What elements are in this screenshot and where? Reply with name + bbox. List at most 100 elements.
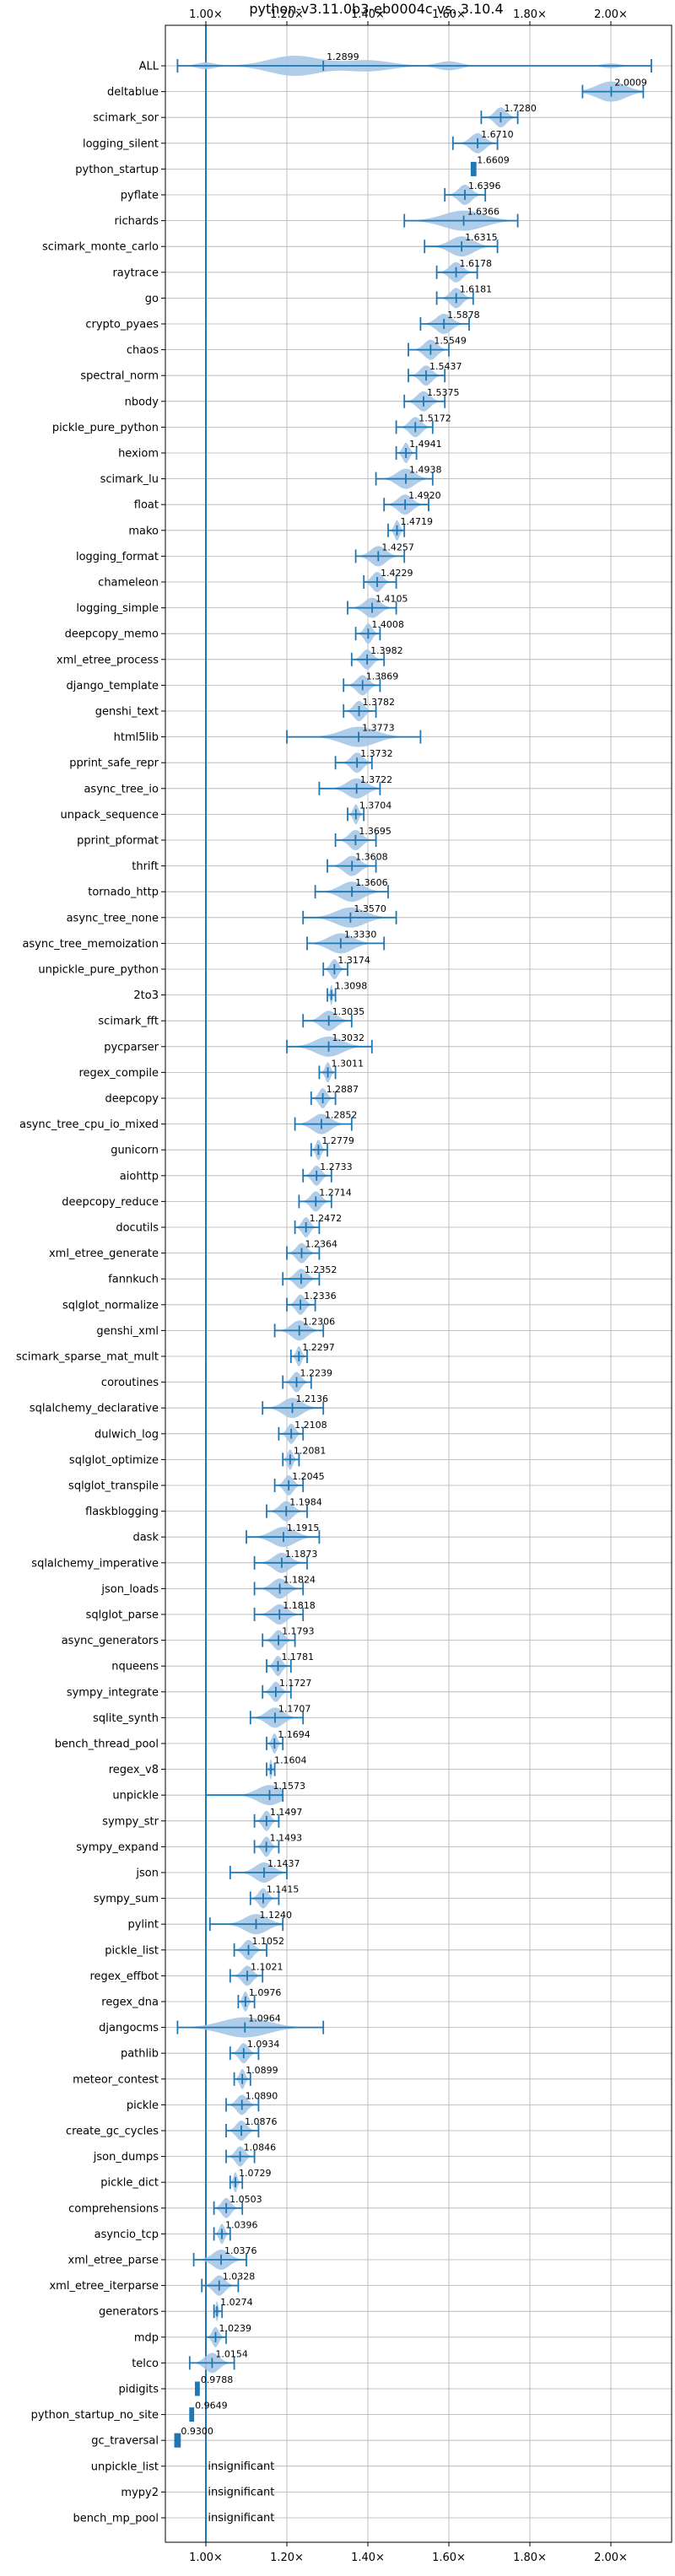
value-label: 1.1240 <box>260 1910 293 1921</box>
y-tick-label: scimark_lu <box>100 473 159 486</box>
y-tick-label: mako <box>128 525 159 537</box>
value-label: 1.2306 <box>303 1316 336 1327</box>
y-tick-label: spectral_norm <box>80 370 159 383</box>
value-label: 1.2779 <box>321 1135 354 1146</box>
y-tick-label: tornado_http <box>88 887 159 899</box>
value-label: 1.3174 <box>338 955 370 966</box>
value-label: 1.5375 <box>427 387 460 398</box>
value-label: 1.2336 <box>304 1291 337 1301</box>
value-label: 1.1437 <box>267 1858 300 1869</box>
value-label: 1.1694 <box>278 1729 310 1740</box>
y-tick-label: xml_etree_process <box>57 654 159 666</box>
violin-layer: 1.2899 2.0009 1.7280 1.6710 1.6609 1.6396 1.63… <box>174 25 652 2542</box>
y-tick-label: html5lib <box>114 731 159 744</box>
value-label: 1.2352 <box>305 1264 338 1275</box>
value-label: 1.2364 <box>305 1239 338 1250</box>
y-tick-label: bench_thread_pool <box>55 1738 159 1751</box>
value-label: 1.1604 <box>274 1755 307 1766</box>
value-label: 1.3695 <box>359 826 392 837</box>
value-label: 0.9300 <box>181 2426 213 2437</box>
y-tick-label: pidigits <box>119 2384 159 2396</box>
value-label: 1.0376 <box>224 2245 257 2256</box>
chart-title: python-v3.11.0b3-eb0004c vs. 3.10.4 <box>249 1 503 17</box>
y-tick-label: float <box>134 499 159 512</box>
value-label: 1.0876 <box>245 2116 278 2127</box>
y-tick-label: pickle_list <box>105 1944 159 1957</box>
y-tick-label: pickle_dict <box>100 2177 159 2190</box>
result-marker <box>470 161 477 176</box>
value-label: 1.3011 <box>332 1058 364 1069</box>
y-tick-label: async_tree_cpu_io_mixed <box>19 1118 159 1131</box>
y-tick-label: mdp <box>134 2331 159 2344</box>
y-tick-label: async_tree_io <box>84 783 159 795</box>
y-tick-label: pickle_pure_python <box>52 422 159 434</box>
y-tick-label: unpickle_pure_python <box>38 964 159 977</box>
x-tick-label-bottom: 1.60× <box>432 2552 466 2564</box>
y-tick-label: nqueens <box>111 1661 159 1673</box>
value-label: 1.1818 <box>283 1600 316 1611</box>
value-label: 1.1052 <box>251 1936 284 1947</box>
value-label: 1.0503 <box>230 2194 262 2205</box>
value-label: 1.2899 <box>327 51 359 62</box>
y-tick-label: pathlib <box>121 2048 159 2061</box>
y-tick-label: raytrace <box>112 267 159 279</box>
y-tick-label: telco <box>132 2358 159 2370</box>
y-tick-label: dask <box>132 1532 159 1544</box>
y-tick-label: sqlglot_optimize <box>69 1454 159 1467</box>
y-tick-label: regex_v8 <box>109 1764 159 1776</box>
y-tick-label: sympy_str <box>102 1815 159 1828</box>
y-tick-label: deltablue <box>107 86 159 99</box>
value-label: 1.0729 <box>239 2168 272 2179</box>
y-tick-label: bench_mp_pool <box>73 2513 159 2525</box>
value-label: 1.0890 <box>246 2090 278 2101</box>
value-label: 1.6315 <box>465 232 498 243</box>
value-label: 1.3098 <box>335 981 368 992</box>
value-label: 1.2239 <box>300 1368 332 1379</box>
y-tick-label: flaskblogging <box>85 1506 159 1518</box>
x-tick-label-top: 2.00× <box>594 8 628 21</box>
y-tick-label: logging_format <box>76 551 159 563</box>
value-label: 1.1497 <box>270 1807 303 1818</box>
value-label: 1.6396 <box>468 181 501 191</box>
y-tick-label: deepcopy <box>105 1093 159 1106</box>
y-tick-label: python_startup_no_site <box>31 2409 159 2422</box>
value-label: 1.0396 <box>225 2219 258 2230</box>
y-tick-label: xml_etree_iterparse <box>49 2280 159 2293</box>
y-tick-label: asyncio_tcp <box>94 2228 159 2241</box>
y-tick-label: json_dumps <box>93 2151 159 2164</box>
y-tick-label: nbody <box>125 396 159 408</box>
y-tick-label: sqlglot_parse <box>86 1609 159 1622</box>
y-tick-label: scimark_monte_carlo <box>42 241 159 254</box>
y-tick-label: regex_effbot <box>89 1970 159 1983</box>
x-tick-label-bottom: 1.80× <box>513 2552 547 2564</box>
y-tick-label: 2to3 <box>133 989 159 1002</box>
y-tick-label: unpickle_list <box>91 2460 159 2473</box>
y-tick-label: thrift <box>132 860 159 873</box>
value-label: 1.4105 <box>375 594 408 605</box>
x-tick-label-bottom: 1.20× <box>270 2552 304 2564</box>
value-label: 1.0976 <box>249 1987 282 1998</box>
y-tick-label: deepcopy_reduce <box>62 1196 159 1209</box>
value-label: 1.6178 <box>460 258 493 269</box>
insignificant-label: insignificant <box>208 2486 274 2498</box>
value-label: 1.6366 <box>467 207 500 218</box>
value-label: 1.3570 <box>354 903 386 914</box>
y-tick-label: logging_simple <box>76 602 159 615</box>
value-label: 1.0934 <box>247 2039 280 2050</box>
y-tick-label: meteor_contest <box>73 2073 159 2086</box>
y-tick-label: crypto_pyaes <box>85 319 159 331</box>
y-tick-label: scimark_fft <box>98 1016 159 1028</box>
value-label: 1.1415 <box>267 1884 300 1895</box>
value-label: 1.4008 <box>371 619 404 630</box>
result-marker <box>174 2433 181 2448</box>
y-tick-label: logging_silent <box>83 137 159 150</box>
value-label: 1.5437 <box>429 361 462 372</box>
value-label: 1.0964 <box>248 2013 281 2024</box>
x-tick-label-top: 1.00× <box>189 8 223 21</box>
value-label: 1.2136 <box>296 1393 329 1404</box>
y-tick-label: genshi_xml <box>96 1325 159 1338</box>
y-tick-label: async_tree_none <box>67 912 159 924</box>
value-label: 1.5549 <box>434 336 467 347</box>
y-tick-label: pylint <box>127 1919 159 1932</box>
value-label: 1.4229 <box>381 568 413 579</box>
